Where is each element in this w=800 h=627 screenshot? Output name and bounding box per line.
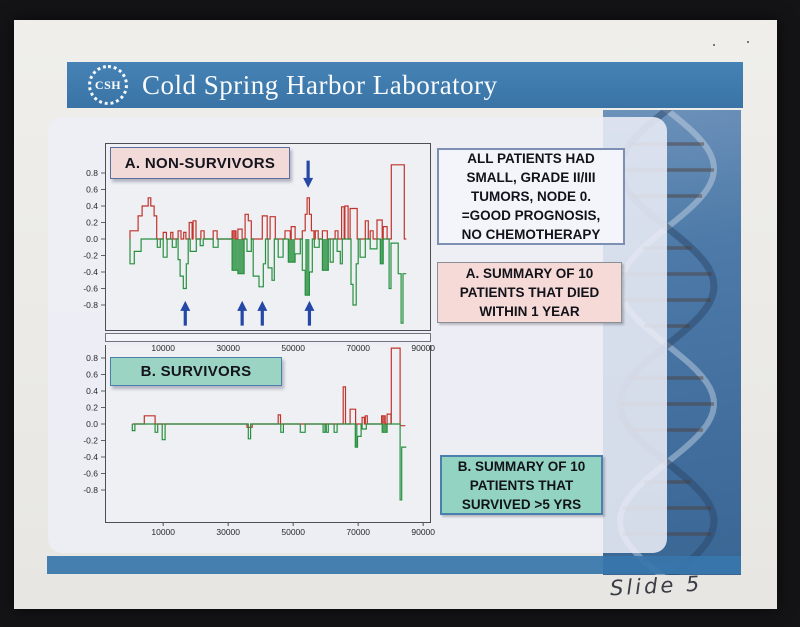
- clinical-info-line: ALL PATIENTS HAD: [467, 151, 595, 166]
- b-summary-line: B. SUMMARY OF 10: [457, 458, 586, 474]
- a-summary-line: A. SUMMARY OF 10: [465, 266, 594, 281]
- y-tick-label: -0.8: [83, 300, 98, 310]
- y-tick-label: -0.8: [83, 485, 98, 495]
- x-tick-label: 50000: [281, 343, 306, 353]
- header-banner: CSH Cold Spring Harbor Laboratory: [67, 62, 743, 108]
- slide-paper: CSH Cold Spring Harbor Laboratory 0.8 0.6…: [14, 20, 777, 609]
- x-tick-label: 10000: [151, 343, 176, 353]
- a-summary-box: A. SUMMARY OF 10 PATIENTS THAT DIED WITH…: [437, 262, 622, 323]
- x-tick-label: 30000: [216, 343, 241, 353]
- y-tick-label: -0.6: [83, 284, 98, 294]
- y-tick-label: 0.8: [86, 168, 98, 178]
- clinical-info-line: TUMORS, NODE 0.: [470, 189, 591, 204]
- chart-a-axis-strip: [105, 333, 431, 342]
- x-tick-label: 70000: [346, 527, 371, 537]
- csh-logo: CSH: [88, 65, 128, 105]
- y-tick-label: -0.4: [83, 267, 98, 277]
- handwritten-slide-number: Slide 5: [609, 571, 703, 601]
- chart-b-title: B. SURVIVORS: [110, 357, 282, 386]
- y-tick-label: -0.6: [83, 469, 98, 479]
- y-tick-label: 0.0: [86, 419, 98, 429]
- clinical-info-line: SMALL, GRADE II/III: [466, 170, 596, 185]
- x-tick-label: 50000: [281, 527, 306, 537]
- csh-logo-text: CSH: [94, 77, 122, 92]
- chart-a-title: A. NON-SURVIVORS: [110, 147, 290, 179]
- x-tick-label: 30000: [216, 527, 241, 537]
- x-tick-label: 10000: [151, 527, 176, 537]
- dust-speck: [713, 44, 715, 46]
- x-tick-label: 90000: [411, 527, 436, 537]
- a-summary-line: PATIENTS THAT DIED: [459, 285, 600, 300]
- b-summary-box: B. SUMMARY OF 10 PATIENTS THAT SURVIVED …: [440, 455, 603, 515]
- y-tick-label: 0.8: [86, 353, 98, 363]
- header-title: Cold Spring Harbor Laboratory: [142, 69, 498, 100]
- x-tick-label: 70000: [346, 343, 371, 353]
- chart-b-x-axis-labels: 10000 30000 50000 70000 90000: [105, 527, 435, 538]
- y-tick-label: 0.2: [86, 218, 98, 228]
- dust-speck: [747, 41, 749, 43]
- y-tick-label: 0.0: [86, 234, 98, 244]
- y-tick-label: 0.2: [86, 403, 98, 413]
- clinical-info-line: =GOOD PROGNOSIS,: [461, 208, 601, 223]
- clinical-info-box: ALL PATIENTS HAD SMALL, GRADE II/III TUM…: [437, 148, 625, 245]
- footer-bar: [47, 556, 741, 574]
- chart-a-x-axis-labels: 10000 30000 50000 70000 90000: [105, 343, 435, 354]
- y-tick-label: -0.2: [83, 251, 98, 261]
- y-tick-label: 0.4: [86, 201, 98, 211]
- y-tick-label: -0.4: [83, 452, 98, 462]
- y-tick-label: -0.2: [83, 436, 98, 446]
- b-summary-line: PATIENTS THAT: [469, 477, 574, 493]
- clinical-info-line: NO CHEMOTHERAPY: [461, 227, 601, 242]
- x-tick-label: 90000: [411, 343, 436, 353]
- b-summary-line: SURVIVED >5 YRS: [461, 496, 582, 512]
- y-tick-label: 0.6: [86, 185, 98, 195]
- a-summary-line: WITHIN 1 YEAR: [479, 304, 580, 319]
- y-tick-label: 0.4: [86, 386, 98, 396]
- y-tick-label: 0.6: [86, 370, 98, 380]
